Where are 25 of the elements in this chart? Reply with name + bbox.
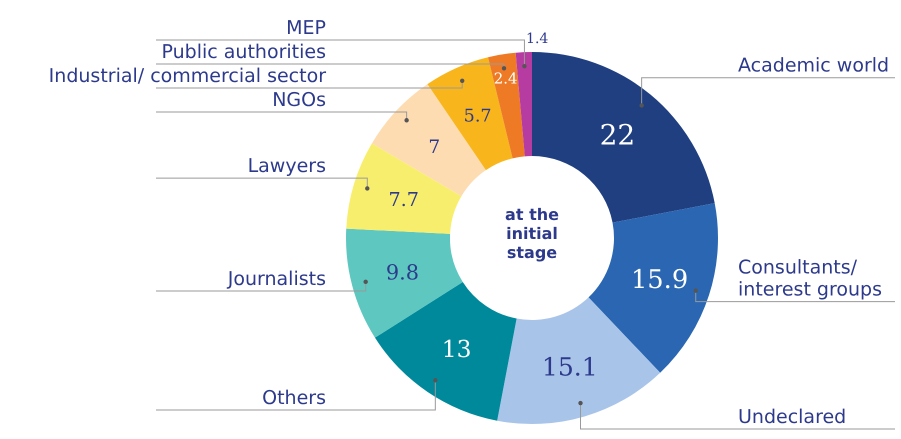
slice-label: Undeclared [738,406,846,428]
slice-label: Journalists [226,268,326,290]
data-label: 15.1 [542,352,598,382]
data-label: 5.7 [464,106,492,127]
text: at the initial stage [505,205,560,262]
slice-label: Lawyers [248,155,326,178]
data-label: 22 [600,118,636,152]
donut-slice [346,228,463,338]
slice-label: NGOs [272,89,326,111]
slice-label: Public authorities [162,41,326,63]
slice-label: MEP [286,17,326,39]
slice-label: Industrial/ commercial sector [48,65,326,87]
data-label: 13 [442,335,472,364]
data-label: 9.8 [386,260,419,284]
data-label: 1.4 [526,31,548,48]
slice-label: Others [262,387,326,410]
slice-label: Academic world [738,54,890,77]
data-label: 15.9 [630,265,688,296]
donut-slice [374,282,517,421]
data-label: 2.4 [494,69,518,88]
data-label: 7.7 [388,188,419,212]
data-label: 7 [428,136,440,158]
donut-slice [516,52,532,156]
donut-slice [497,297,660,424]
slice-label: Consultants/ interest groups [738,256,882,301]
